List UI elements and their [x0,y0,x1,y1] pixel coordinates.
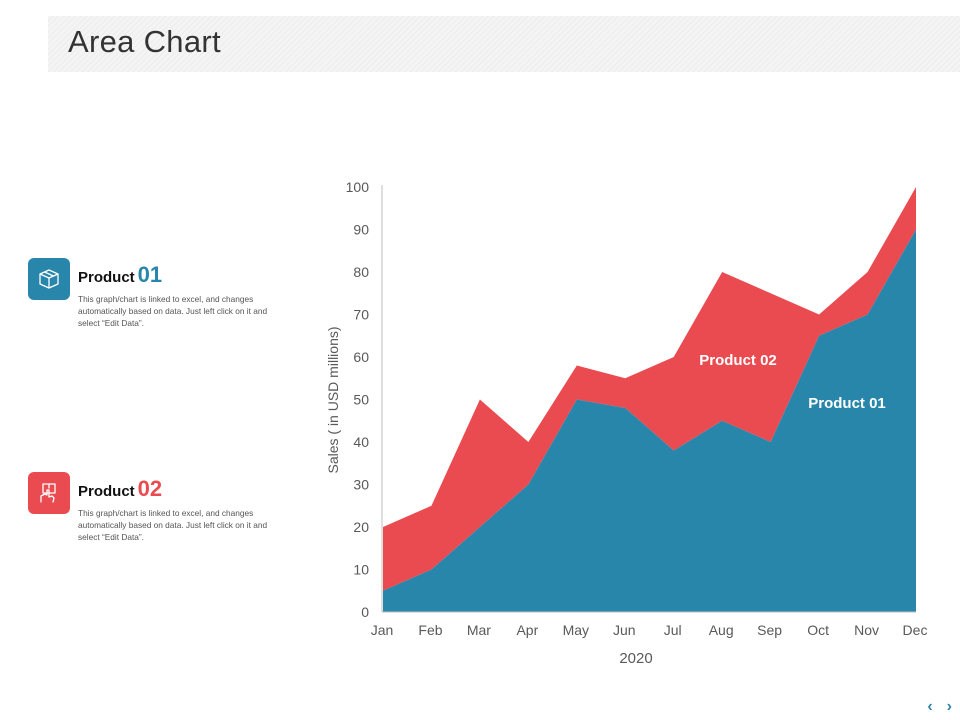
legend-name-01: Product [78,269,135,286]
x-axis-title: 2020 [619,650,652,667]
legend-title-01: Product 01 [78,262,162,288]
legend-title-02: Product 02 [78,476,162,502]
legend-icon-box-01 [28,258,70,300]
next-slide-button[interactable]: › [946,698,952,715]
slide-navigation: ‹ › [913,698,952,716]
x-tick-label: May [563,622,589,638]
title-bar: Area Chart [48,16,960,72]
x-tick-label: Feb [418,622,442,638]
y-tick-label: 30 [353,477,369,493]
series-label: Product 02 [699,352,777,369]
x-tick-label: Dec [903,622,928,638]
y-tick-label: 10 [353,562,369,578]
legend-icon-box-02 [28,472,70,514]
legend-number-02: 02 [137,476,163,501]
y-tick-label: 80 [353,264,369,280]
prev-slide-button[interactable]: ‹ [927,698,933,715]
y-tick-label: 100 [346,179,370,195]
page-title: Area Chart [68,24,221,59]
y-tick-label: 60 [353,349,369,365]
y-tick-label: 90 [353,222,369,238]
x-tick-label: Sep [757,622,782,638]
x-tick-label: Aug [709,622,734,638]
legend-name-02: Product [78,483,135,500]
box-icon [39,269,59,289]
area-series-product-02 [383,187,916,591]
legend-number-01: 01 [137,262,163,287]
y-tick-label: 40 [353,434,369,450]
x-tick-label: Mar [467,622,491,638]
x-tick-label: Jan [371,622,394,638]
x-tick-label: Apr [516,622,538,638]
y-tick-label: 50 [353,392,369,408]
legend-description-01: This graph/chart is linked to excel, and… [78,294,268,328]
y-tick-label: 70 [353,307,369,323]
y-axis-title: Sales ( in USD millions) [325,326,341,473]
y-tick-label: 0 [361,604,369,620]
series-label: Product 01 [808,395,886,412]
y-tick-label: 20 [353,519,369,535]
legend-description-02: This graph/chart is linked to excel, and… [78,508,268,542]
area-series-product-01 [383,229,916,612]
x-tick-label: Jul [664,622,682,638]
hand-package-icon [40,483,56,503]
x-tick-label: Oct [807,622,829,638]
x-tick-label: Nov [854,622,879,638]
x-tick-label: Jun [613,622,636,638]
